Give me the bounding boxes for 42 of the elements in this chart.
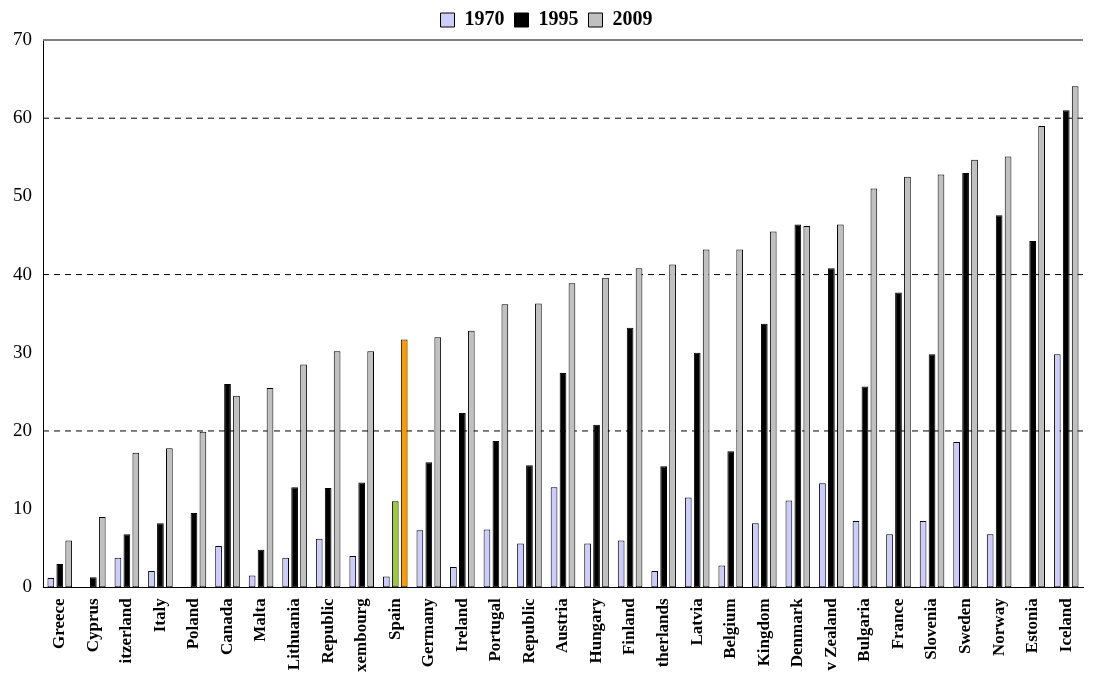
y-tick-label: 60 xyxy=(13,106,32,128)
x-tick-label: Austria xyxy=(552,597,572,654)
x-tick-label: Portugal xyxy=(485,598,505,662)
x-tick-label: France xyxy=(887,597,907,650)
x-tick-label: Sweden xyxy=(954,597,974,655)
y-tick-label: 50 xyxy=(13,184,32,206)
y-tick-label: 30 xyxy=(13,340,32,362)
x-tick-label: Slovenia xyxy=(921,597,941,660)
x-tick-label: v Zealand xyxy=(820,597,840,671)
x-tick-label: Finland xyxy=(619,597,639,656)
x-tick-label: Malta xyxy=(250,597,270,642)
x-tick-label: therlands xyxy=(653,597,673,668)
x-tick-label: xembourg xyxy=(351,597,371,673)
x-tick-label: Germany xyxy=(418,597,438,668)
legend-label: 1995 xyxy=(538,7,579,30)
legend-label: 2009 xyxy=(612,7,653,30)
x-tick-label: Denmark xyxy=(787,597,807,668)
x-tick-label: Estonia xyxy=(1022,597,1042,654)
x-tick-label: Ireland xyxy=(451,597,471,652)
y-tick-label: 40 xyxy=(13,262,32,284)
x-tick-label: Greece xyxy=(49,597,69,649)
x-tick-label: Latvia xyxy=(686,597,706,646)
y-tick-label: 10 xyxy=(13,497,32,519)
x-tick-label: Republic xyxy=(518,597,538,664)
x-tick-label: Italy xyxy=(149,597,169,633)
y-tick-label: 20 xyxy=(13,418,32,440)
y-tick-label: 70 xyxy=(13,27,32,49)
x-tick-label: Lithuania xyxy=(284,597,303,671)
x-tick-label: Poland xyxy=(183,597,203,650)
x-tick-label: Iceland xyxy=(1055,597,1075,653)
legend-label: 1970 xyxy=(464,7,505,30)
x-tick-label: Spain xyxy=(384,597,404,640)
x-tick-label: Belgium xyxy=(720,598,740,659)
x-tick-label: Kingdom xyxy=(753,598,773,667)
x-tick-label: Hungary xyxy=(585,597,605,664)
x-tick-label: Canada xyxy=(216,597,236,656)
x-tick-label: Cyprus xyxy=(82,597,102,653)
y-tick-label: 0 xyxy=(22,575,32,597)
x-tick-label: itzerland xyxy=(116,597,136,664)
x-tick-label: Bulgaria xyxy=(854,597,874,662)
x-tick-label: Republic xyxy=(317,597,337,664)
x-tick-label: Norway xyxy=(988,597,1008,656)
